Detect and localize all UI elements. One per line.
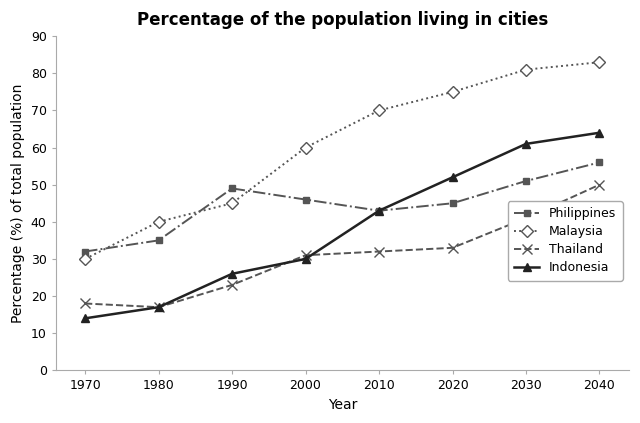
Indonesia (228, 271, 236, 276)
Philippines (375, 208, 383, 213)
X-axis label: Year: Year (328, 398, 357, 412)
Malaysia (449, 89, 456, 94)
Malaysia (155, 219, 163, 224)
Philippines (81, 249, 89, 254)
Philippines (301, 197, 309, 202)
Thailand (449, 245, 456, 250)
Philippines (596, 160, 604, 165)
Malaysia (596, 60, 604, 65)
Philippines (449, 201, 456, 206)
Philippines (155, 238, 163, 243)
Indonesia (375, 208, 383, 213)
Thailand (155, 305, 163, 310)
Malaysia (375, 108, 383, 113)
Indonesia (301, 256, 309, 261)
Indonesia (449, 175, 456, 180)
Malaysia (81, 256, 89, 261)
Thailand (522, 216, 530, 221)
Thailand (596, 182, 604, 187)
Malaysia (228, 201, 236, 206)
Malaysia (522, 67, 530, 72)
Indonesia (522, 141, 530, 146)
Y-axis label: Percentage (%) of total population: Percentage (%) of total population (11, 84, 25, 323)
Thailand (375, 249, 383, 254)
Thailand (301, 253, 309, 258)
Indonesia (155, 305, 163, 310)
Line: Indonesia: Indonesia (81, 129, 604, 322)
Thailand (81, 301, 89, 306)
Legend: Philippines, Malaysia, Thailand, Indonesia: Philippines, Malaysia, Thailand, Indones… (508, 201, 623, 280)
Indonesia (596, 130, 604, 135)
Title: Percentage of the population living in cities: Percentage of the population living in c… (137, 11, 548, 29)
Philippines (228, 186, 236, 191)
Line: Thailand: Thailand (80, 180, 604, 312)
Line: Philippines: Philippines (82, 159, 603, 255)
Malaysia (301, 145, 309, 150)
Line: Malaysia: Malaysia (81, 58, 604, 263)
Thailand (228, 283, 236, 288)
Indonesia (81, 316, 89, 321)
Philippines (522, 179, 530, 184)
